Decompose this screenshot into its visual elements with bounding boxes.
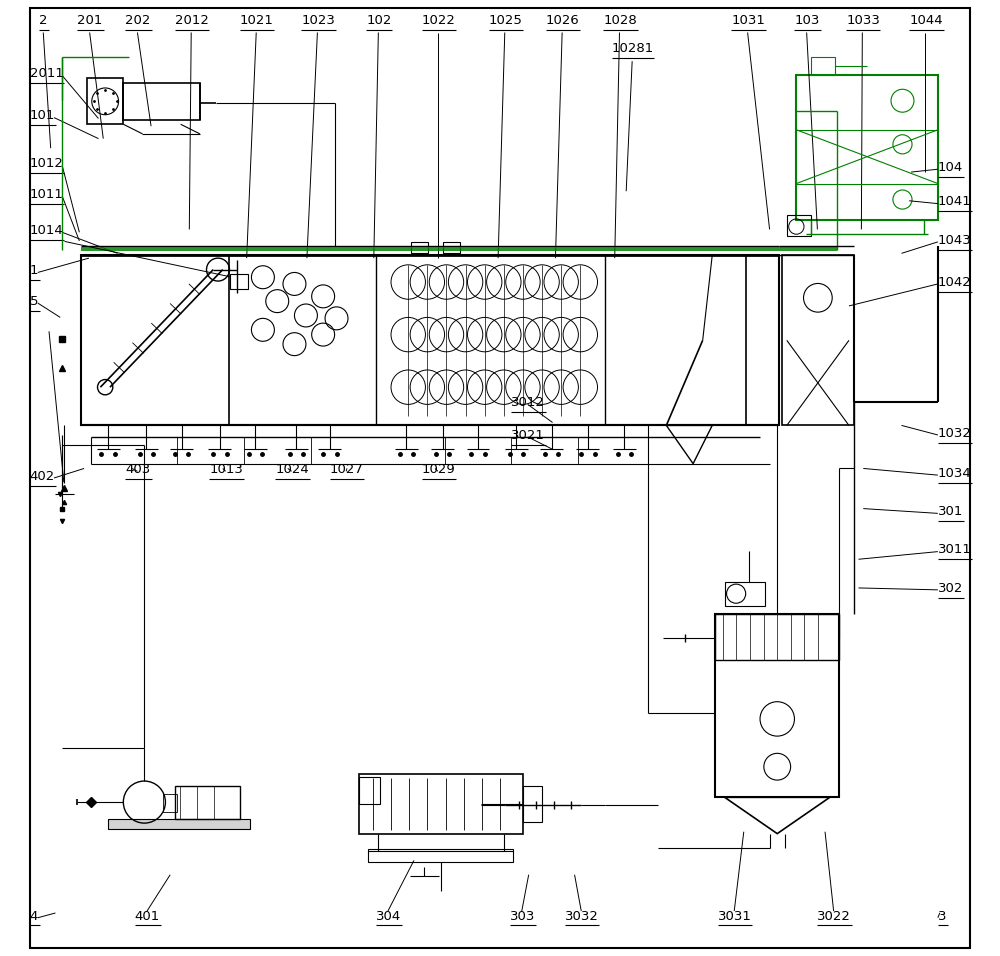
Bar [230, 274, 248, 289]
Text: 1027: 1027 [330, 463, 364, 476]
Bar [108, 819, 250, 829]
Text: 102: 102 [366, 13, 392, 27]
Text: 103: 103 [794, 13, 820, 27]
Text: 3012: 3012 [511, 396, 545, 409]
Text: 1032: 1032 [938, 426, 972, 440]
Bar [175, 786, 240, 819]
Bar [359, 777, 380, 804]
Bar [782, 255, 854, 425]
Text: 202: 202 [125, 13, 151, 27]
Bar [81, 255, 779, 425]
Text: 101: 101 [30, 109, 55, 122]
Text: 3031: 3031 [718, 909, 752, 923]
Bar [123, 83, 200, 120]
Text: 1041: 1041 [938, 195, 972, 208]
Text: 402: 402 [30, 469, 55, 483]
Text: 1031: 1031 [731, 13, 765, 27]
Text: 2: 2 [39, 13, 48, 27]
Text: 401: 401 [135, 909, 160, 923]
Text: 1011: 1011 [30, 187, 64, 201]
Bar [87, 78, 123, 124]
Bar [523, 786, 542, 822]
Text: 1: 1 [30, 264, 38, 277]
Text: 1021: 1021 [240, 13, 274, 27]
Bar [715, 614, 839, 660]
Text: 301: 301 [938, 505, 963, 518]
Text: 1042: 1042 [938, 275, 972, 289]
Text: 1013: 1013 [209, 463, 243, 476]
Text: 104: 104 [938, 161, 963, 174]
Text: 1043: 1043 [938, 233, 972, 247]
Text: 2012: 2012 [175, 13, 209, 27]
Text: 2011: 2011 [30, 67, 64, 80]
Text: 303: 303 [510, 909, 535, 923]
Text: 1028: 1028 [603, 13, 637, 27]
Text: 10281: 10281 [612, 42, 654, 55]
Text: 304: 304 [376, 909, 401, 923]
Bar [725, 582, 765, 606]
Text: 1034: 1034 [938, 467, 972, 480]
Text: 4: 4 [30, 909, 38, 923]
Bar [787, 215, 811, 236]
Text: 201: 201 [77, 13, 103, 27]
Text: 3022: 3022 [817, 909, 851, 923]
Text: 1044: 1044 [909, 13, 943, 27]
Text: 3: 3 [938, 909, 946, 923]
Text: 1025: 1025 [489, 13, 522, 27]
Text: 3021: 3021 [511, 428, 545, 442]
Text: 1033: 1033 [846, 13, 880, 27]
Text: 1026: 1026 [546, 13, 580, 27]
Bar [811, 57, 835, 75]
Text: 1023: 1023 [301, 13, 335, 27]
Bar [359, 774, 523, 834]
Text: 1014: 1014 [30, 224, 63, 237]
Bar [715, 614, 839, 797]
Bar [443, 242, 460, 253]
Text: 1024: 1024 [275, 463, 309, 476]
Bar [163, 794, 177, 812]
Bar [411, 242, 428, 253]
Text: 403: 403 [125, 463, 150, 476]
Bar [368, 849, 513, 862]
Text: 5: 5 [30, 294, 38, 308]
Bar [796, 75, 938, 220]
Text: 1012: 1012 [30, 157, 64, 170]
Text: 3011: 3011 [938, 543, 972, 556]
Text: 3032: 3032 [565, 909, 599, 923]
Text: 1029: 1029 [422, 463, 455, 476]
Text: 302: 302 [938, 581, 963, 595]
Text: 1022: 1022 [422, 13, 455, 27]
